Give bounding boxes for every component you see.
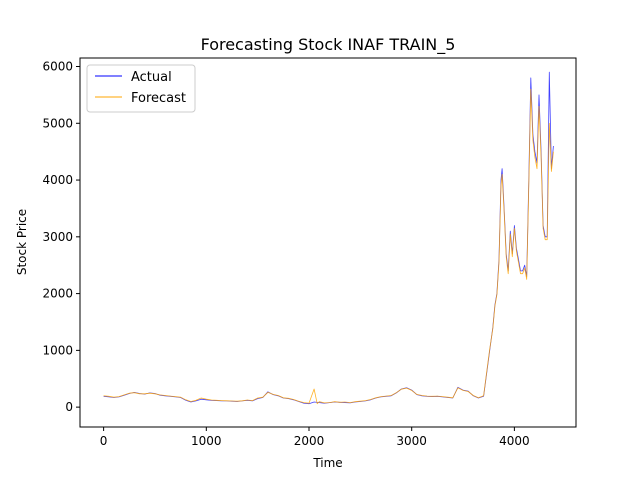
series-line-actual bbox=[103, 71, 554, 405]
y-tick-label: 0 bbox=[65, 400, 73, 414]
legend: Actual Forecast bbox=[86, 64, 196, 113]
y-tick-label: 1000 bbox=[42, 343, 73, 357]
y-axis: 0 1000 2000 3000 4000 5000 6000 bbox=[42, 60, 80, 414]
y-tick-label: 4000 bbox=[42, 173, 73, 187]
x-tick-label: 0 bbox=[100, 434, 108, 448]
x-axis-label: Time bbox=[312, 456, 342, 470]
plot-area bbox=[103, 71, 554, 405]
chart-title: Forecasting Stock INAF TRAIN_5 bbox=[201, 35, 456, 55]
x-tick-label: 2000 bbox=[294, 434, 325, 448]
y-tick-label: 3000 bbox=[42, 230, 73, 244]
x-tick-label: 3000 bbox=[396, 434, 427, 448]
legend-label-actual: Actual bbox=[131, 70, 172, 85]
x-tick-label: 4000 bbox=[499, 434, 530, 448]
plot-frame bbox=[79, 57, 577, 428]
legend-box bbox=[86, 64, 196, 113]
y-axis-label: Stock Price bbox=[15, 209, 29, 275]
x-axis: 0 1000 2000 3000 4000 bbox=[100, 427, 530, 448]
legend-label-forecast: Forecast bbox=[131, 91, 186, 106]
y-tick-label: 5000 bbox=[42, 116, 73, 130]
series-line-forecast bbox=[103, 88, 554, 405]
y-tick-label: 2000 bbox=[42, 287, 73, 301]
y-tick-label: 6000 bbox=[42, 60, 73, 74]
x-tick-label: 1000 bbox=[191, 434, 222, 448]
